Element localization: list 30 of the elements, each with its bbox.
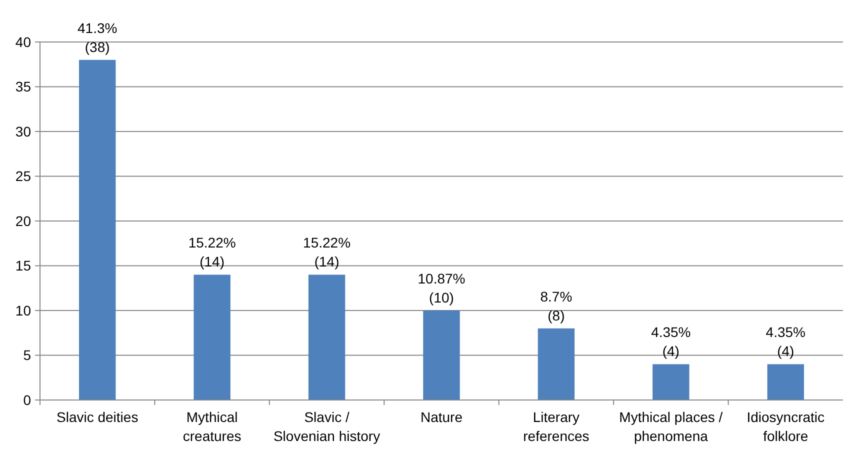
bar — [79, 60, 116, 400]
data-label: 41.3% (38) — [78, 20, 118, 55]
data-label: 10.87% (10) — [418, 270, 466, 306]
data-label: 8.7% (8) — [540, 288, 572, 324]
x-tick-label: Mythical creatures — [182, 409, 242, 444]
y-tick-label: 10 — [15, 302, 32, 318]
y-tick-label: 25 — [15, 168, 32, 184]
bar — [194, 274, 230, 400]
bar — [767, 364, 804, 400]
y-tick-label: 35 — [15, 78, 32, 95]
bar — [652, 364, 690, 400]
y-tick-label: 15 — [15, 258, 32, 274]
x-tick-label: Nature — [420, 409, 463, 425]
y-tick-label: 40 — [15, 34, 32, 50]
bar — [538, 328, 575, 400]
x-tick-label: Mythical places / phenomena — [619, 409, 723, 444]
x-tick-label: Slavic deities — [56, 409, 138, 425]
y-tick-label: 20 — [15, 212, 32, 229]
bar — [423, 310, 460, 400]
y-tick-label: 30 — [15, 123, 32, 140]
x-tick-label: Slavic / Slovenian history — [273, 409, 380, 444]
bar — [308, 274, 346, 400]
data-label: 4.35% (4) — [651, 324, 691, 360]
data-label: 15.22% (14) — [188, 234, 236, 270]
x-tick-label: Idiosyncratic folklore — [746, 409, 825, 444]
y-tick-label: 5 — [23, 347, 32, 364]
data-label: 4.35% (4) — [766, 324, 806, 360]
data-label: 15.22% (14) — [303, 234, 351, 270]
y-tick-label: 0 — [23, 392, 32, 408]
x-tick-label: Literary references — [523, 409, 590, 444]
